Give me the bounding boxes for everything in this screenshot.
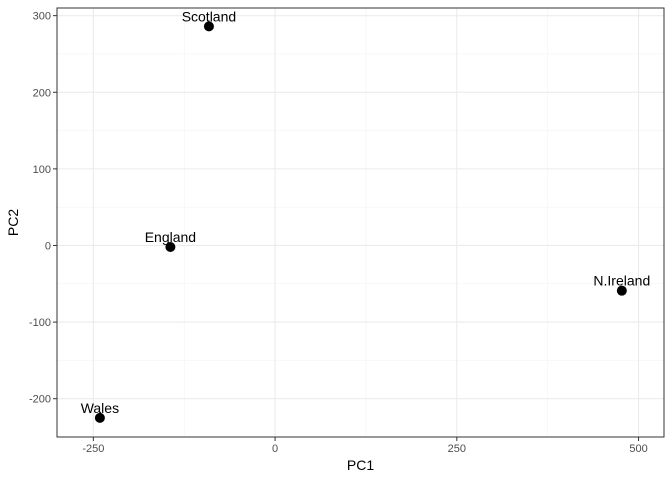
panel-border [56, 7, 665, 438]
x-axis-ticks: -250 0 250 500 [82, 437, 648, 455]
data-point-n-ireland [616, 285, 627, 296]
y-tick-label: 0 [45, 240, 51, 252]
y-tick-label: 200 [33, 87, 51, 99]
x-tick-label: 500 [629, 443, 647, 455]
point-label: Wales [81, 400, 119, 416]
major-gridlines [57, 8, 664, 437]
y-tick-label: -100 [29, 317, 51, 329]
point-label: England [145, 229, 196, 245]
point-label: N.Ireland [593, 273, 650, 289]
y-tick-label: -200 [29, 394, 51, 406]
minor-gridlines [57, 8, 664, 438]
x-axis-title: PC1 [347, 457, 374, 473]
y-axis-ticks: -200 -100 0 100 200 300 [29, 11, 57, 406]
point-labels: England Wales Scotland N.Ireland [81, 8, 651, 415]
x-tick-label: 250 [448, 443, 466, 455]
data-points [94, 21, 627, 423]
data-point-scotland [203, 21, 214, 32]
x-tick-label: 0 [272, 443, 278, 455]
point-label: Scotland [182, 8, 236, 24]
y-axis-title: PC2 [5, 209, 21, 236]
x-tick-label: -250 [82, 443, 104, 455]
data-point-england [165, 242, 176, 253]
y-tick-label: 100 [33, 164, 51, 176]
data-point-wales [94, 412, 105, 423]
y-tick-label: 300 [33, 11, 51, 23]
